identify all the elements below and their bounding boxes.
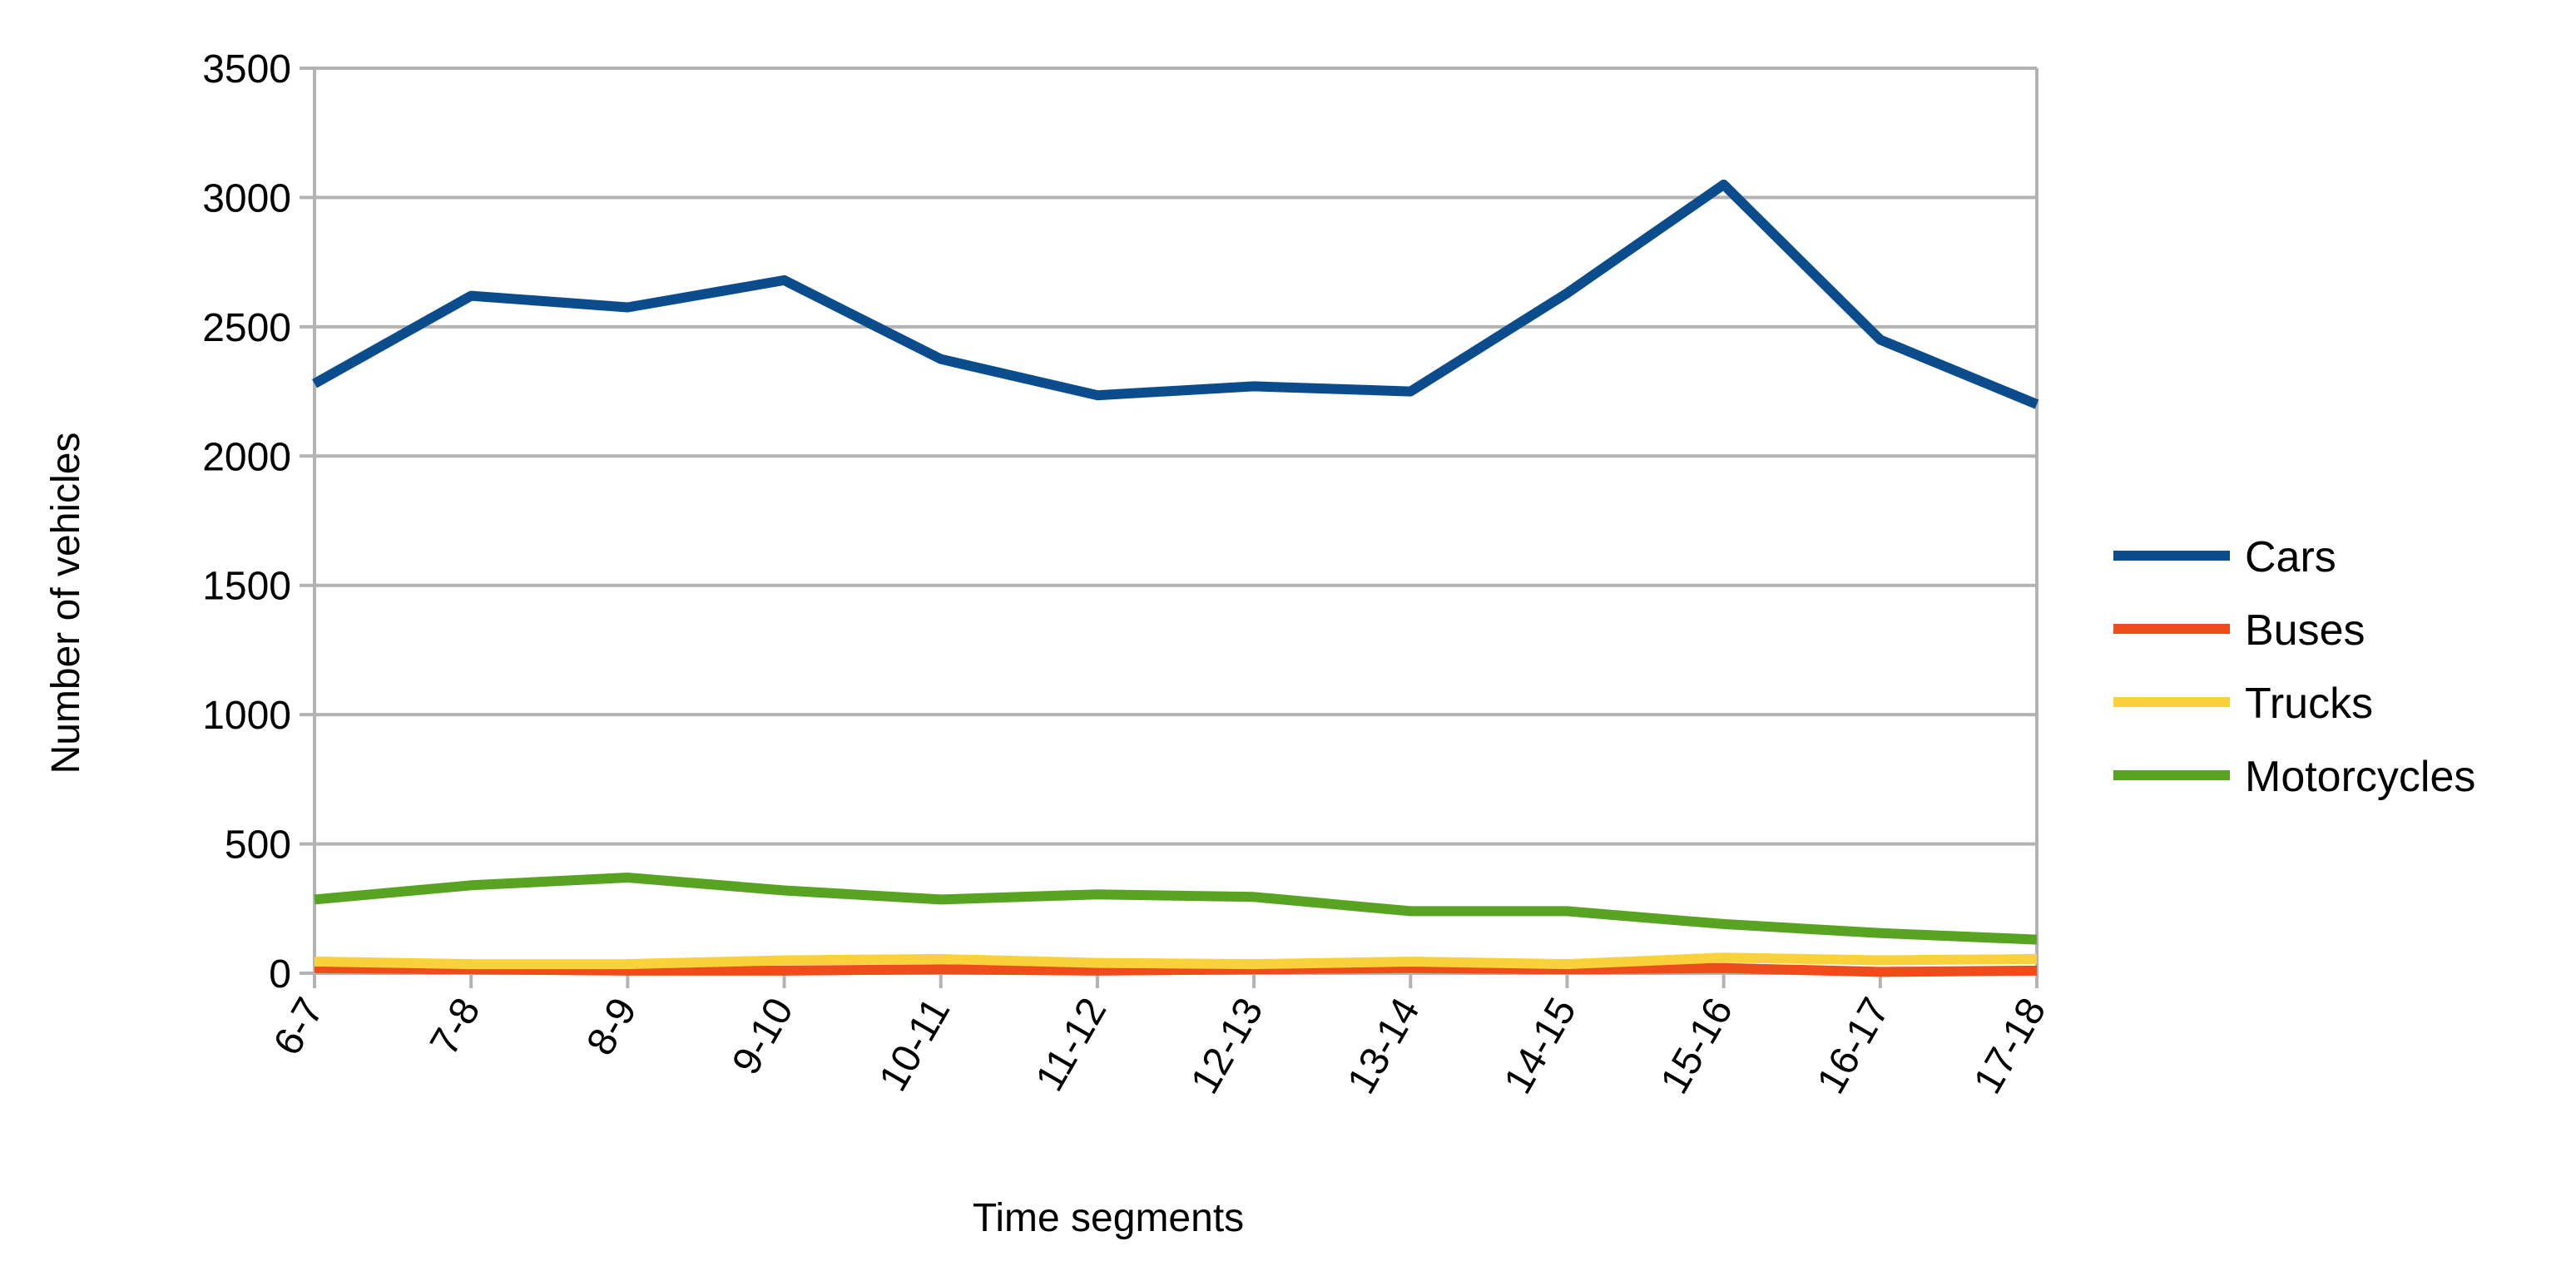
x-tick-label: 7-8 — [422, 991, 489, 1063]
plot-area — [313, 68, 2039, 973]
y-tick-label: 1000 — [202, 694, 291, 738]
x-axis-ticks: 6-7 7-8 8-9 9-10 10-11 11-12 12-13 13-14 14-15 15… — [265, 973, 2055, 1101]
x-tick-label: 10-11 — [871, 991, 959, 1099]
series-line-motorcycles — [314, 873, 2038, 945]
legend-label-motorcycles: Motorcycles — [2245, 753, 2475, 801]
x-tick-label: 12-13 — [1182, 991, 1271, 1101]
x-axis-title: Time segments — [973, 1196, 1244, 1240]
x-tick-label: 9-10 — [724, 991, 802, 1082]
x-tick-label: 11-12 — [1028, 991, 1116, 1099]
y-axis-title: Number of vehicles — [44, 433, 88, 774]
y-tick-label: 1500 — [202, 565, 291, 609]
series-line-trucks — [314, 952, 2038, 970]
y-tick-label: 2000 — [202, 435, 291, 479]
x-tick-label: 15-16 — [1652, 991, 1741, 1101]
series-line-buses — [314, 962, 2038, 977]
x-tick-label: 14-15 — [1496, 991, 1585, 1101]
y-axis-ticks: 0 500 1000 1500 2000 2500 3000 3500 — [202, 47, 315, 997]
y-tick-label: 3000 — [202, 176, 291, 220]
x-tick-label: 8-9 — [578, 991, 646, 1063]
series-lines — [312, 179, 2039, 977]
x-tick-label: 17-18 — [1965, 991, 2054, 1101]
x-tick-label: 13-14 — [1340, 991, 1429, 1101]
legend-label-trucks: Trucks — [2245, 680, 2373, 728]
y-tick-label: 0 — [269, 952, 291, 997]
series-line-cars — [312, 179, 2039, 409]
legend: Cars Buses Trucks Motorcycles — [2113, 533, 2475, 801]
x-tick-label: 16-17 — [1809, 991, 1898, 1101]
gridlines — [315, 67, 2037, 975]
legend-label-cars: Cars — [2245, 533, 2336, 581]
y-tick-label: 500 — [225, 823, 291, 868]
y-tick-label: 2500 — [202, 306, 291, 350]
legend-label-buses: Buses — [2245, 606, 2365, 655]
y-tick-label: 3500 — [202, 47, 291, 91]
x-tick-label: 6-7 — [265, 991, 333, 1063]
